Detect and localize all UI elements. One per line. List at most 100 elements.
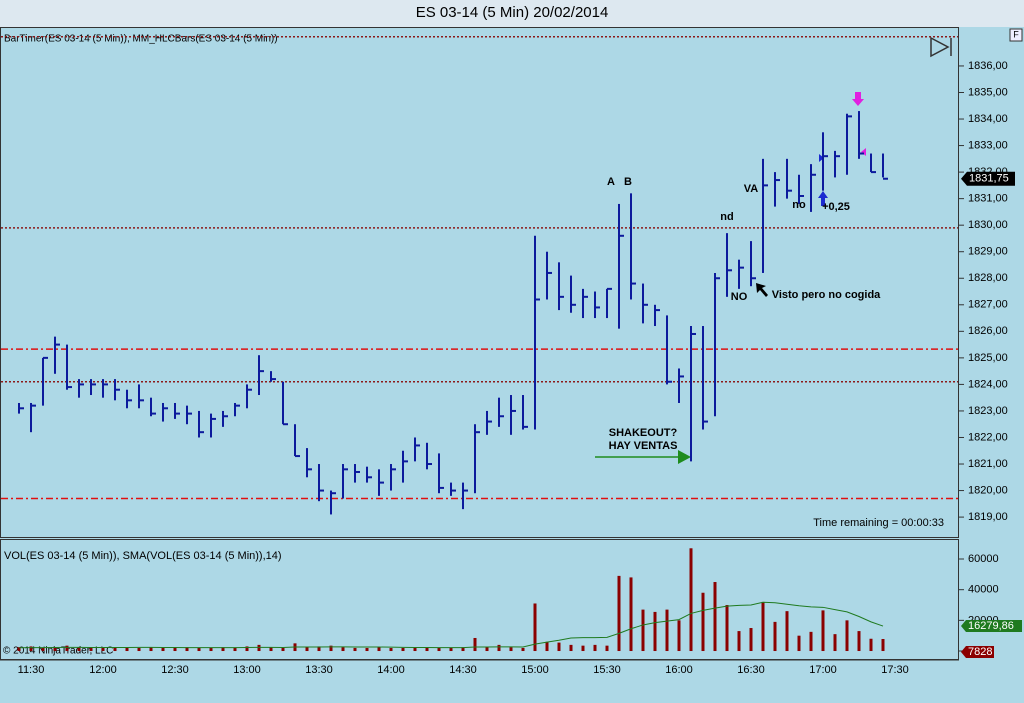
volume-bar — [737, 631, 741, 652]
volume-bar — [257, 644, 261, 652]
y-tick-label: 1825,00 — [968, 352, 1008, 364]
volume-bar — [533, 603, 537, 652]
volume-bar — [821, 610, 825, 652]
volume-bar — [761, 601, 765, 652]
x-tick-label: 11:30 — [18, 664, 45, 676]
volume-bar — [869, 638, 873, 652]
volume-bar — [173, 647, 177, 652]
volume-bar — [161, 647, 165, 652]
x-tick-label: 17:00 — [809, 664, 837, 676]
volume-bar — [629, 577, 633, 652]
play-triangle — [930, 36, 950, 58]
y-tick-label: 1827,00 — [968, 299, 1008, 311]
volume-bar — [797, 635, 801, 652]
volume-bar — [857, 631, 861, 652]
volume-bar — [701, 592, 705, 652]
annotation: NO — [731, 291, 748, 303]
volume-bar — [353, 647, 357, 652]
annotation: VA — [744, 183, 759, 195]
volume-bar — [89, 647, 93, 652]
volume-bar — [125, 647, 129, 652]
volume-bar — [221, 647, 225, 652]
x-tick-label: 13:30 — [305, 664, 333, 676]
y-tick-label: 1830,00 — [968, 219, 1008, 231]
volume-bar — [785, 611, 789, 652]
y-tick-label: 1836,00 — [968, 60, 1008, 72]
annotation: Visto pero no cogida — [772, 289, 881, 301]
volume-bar — [653, 611, 657, 652]
exit-marker — [861, 148, 866, 156]
x-tick-label: 14:30 — [449, 664, 477, 676]
volume-last-box — [961, 646, 994, 659]
annotation: nd — [720, 211, 733, 223]
last-price-box — [961, 171, 1015, 186]
y-tick-label: 1828,00 — [968, 272, 1008, 284]
volume-bar — [113, 647, 117, 652]
volume-bar — [101, 647, 105, 652]
annotation: +0,25 — [822, 201, 850, 213]
sell-arrow — [852, 92, 864, 106]
volume-bar — [305, 647, 309, 652]
y-tick-label: 1821,00 — [968, 458, 1008, 470]
y-tick-label: 1823,00 — [968, 405, 1008, 417]
volume-bar — [29, 646, 33, 652]
volume-bar — [41, 647, 45, 652]
volume-bar — [401, 647, 405, 652]
entry-marker — [819, 154, 824, 162]
volume-bar — [473, 637, 477, 652]
copyright: © 2014 NinjaTrader, LLC — [3, 646, 113, 657]
y-tick-label: 1833,00 — [968, 139, 1008, 151]
volume-bar — [209, 647, 213, 652]
x-tick-label: 15:30 — [593, 664, 621, 676]
last-price-label: 1831,75 — [969, 173, 1009, 185]
annotation: HAY VENTAS — [609, 440, 678, 452]
volume-bar — [509, 647, 513, 652]
volume-bar — [581, 645, 585, 652]
y-tick-label: 1819,00 — [968, 511, 1008, 523]
volume-bar — [65, 645, 69, 652]
x-tick-label: 16:00 — [665, 664, 693, 676]
chart-title: ES 03-14 (5 Min) 20/02/2014 — [416, 4, 609, 21]
volume-bar — [545, 641, 549, 652]
volume-bar — [437, 647, 441, 652]
x-tick-label: 12:00 — [89, 664, 117, 676]
annotation: SHAKEOUT? — [609, 427, 678, 439]
x-tick-label: 14:00 — [377, 664, 405, 676]
volume-bar — [773, 621, 777, 652]
volume-bar — [365, 647, 369, 652]
volume-bar — [341, 647, 345, 652]
annotation: no — [792, 199, 806, 211]
timer-text: Time remaining = 00:00:33 — [813, 517, 944, 529]
x-tick-label: 13:00 — [233, 664, 261, 676]
volume-bar — [521, 647, 525, 652]
volume-bar — [449, 647, 453, 652]
volume-bar — [317, 646, 321, 652]
volume-bar — [425, 647, 429, 652]
volume-bar — [245, 646, 249, 652]
volume-bar — [377, 647, 381, 652]
volume-bar — [665, 609, 669, 652]
play-icon[interactable] — [930, 36, 952, 58]
y-tick-label: 1826,00 — [968, 325, 1008, 337]
panel-button-label: F — [1013, 29, 1019, 39]
y-tick-label: 1824,00 — [968, 378, 1008, 390]
volume-bar — [149, 647, 153, 652]
volume-bar — [389, 647, 393, 652]
title-bar — [0, 0, 1024, 27]
volume-bar — [677, 620, 681, 652]
volume-bar — [641, 609, 645, 652]
volume-bar — [569, 644, 573, 652]
y-tick-label: 1831,00 — [968, 193, 1008, 205]
volume-bar — [749, 628, 753, 652]
volume-bar — [485, 647, 489, 652]
volume-bar — [881, 639, 885, 652]
volume-bar — [593, 644, 597, 652]
volume-bar — [413, 647, 417, 652]
annotation: A — [607, 176, 615, 188]
x-tick-label: 17:30 — [881, 664, 909, 676]
volume-bar — [689, 548, 693, 652]
panel-button[interactable] — [1009, 28, 1023, 42]
y-tick-label: 40000 — [968, 584, 999, 596]
